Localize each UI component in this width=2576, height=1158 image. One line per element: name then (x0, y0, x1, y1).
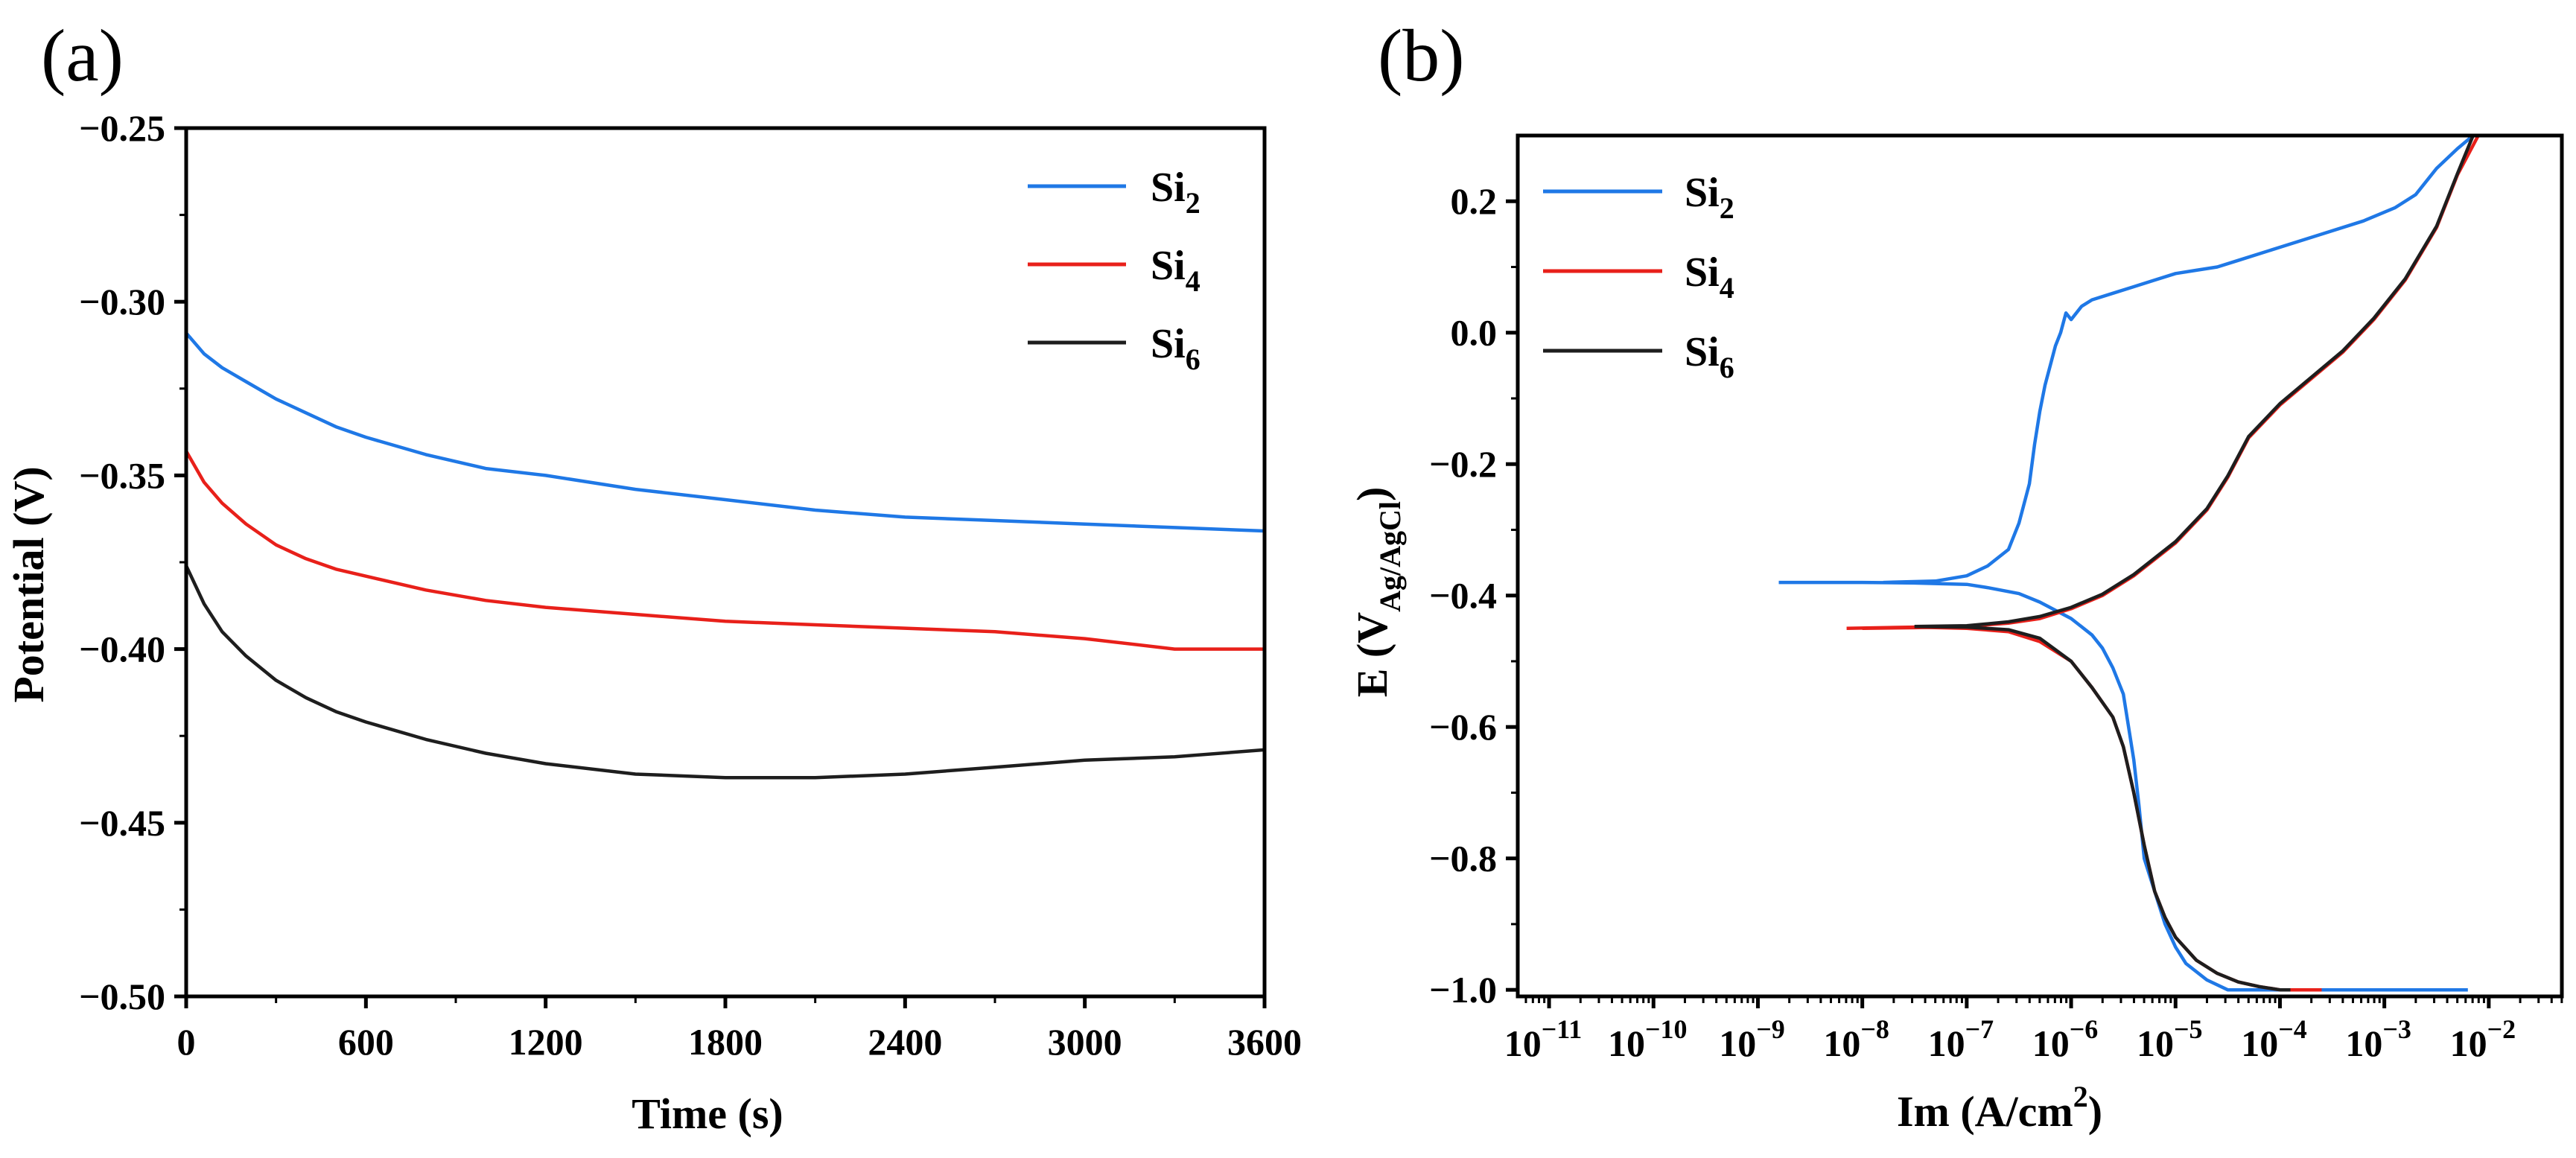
panel-a-x-axis-title: Time (s) (632, 1089, 783, 1138)
panel-b-y-ticks: 0.2 0.0 −0.2 −0.4 −0.6 −0.8 −1.0 (1429, 180, 1518, 1011)
legend-label-si4: Si4 (1151, 243, 1200, 298)
panel-b-y-axis-title: E (VAg/AgCl) (1348, 487, 1407, 698)
y-tick-label: −0.2 (1429, 443, 1497, 485)
legend-label-si4: Si4 (1685, 249, 1734, 305)
y-tick-label: −0.40 (79, 629, 165, 670)
panel-a-plot-area (184, 126, 1267, 999)
y-tick-label: −0.4 (1429, 575, 1497, 617)
x-tick-label: 10−3 (2345, 1014, 2411, 1064)
x-tick-label: 10−2 (2450, 1014, 2516, 1064)
panel-b-legend: Si2 Si4 Si6 (1543, 170, 1734, 384)
series-line-si6-anodic (1914, 135, 2475, 629)
x-tick-label: 10−9 (1719, 1014, 1785, 1064)
series-line-si2 (185, 331, 1265, 533)
panel-b-y-axis-title-main: E (V (1348, 612, 1396, 698)
panel-a-legend: Si2 Si4 Si6 (1028, 165, 1200, 376)
x-tick-label: 10−11 (1504, 1014, 1583, 1064)
y-tick-label: −0.8 (1429, 838, 1497, 879)
x-tick-label: 600 (338, 1021, 394, 1063)
panel-b-frame (1516, 133, 2564, 999)
x-tick-label: 1200 (509, 1021, 583, 1063)
series-line-si2-anodic (1883, 134, 2475, 585)
series-line-si4 (1846, 625, 2322, 992)
y-tick-label: 0.2 (1451, 180, 1498, 222)
panel-b-x-axis-title-main: Im (A/cm (1897, 1087, 2073, 1136)
x-tick-label: 10−10 (1608, 1014, 1688, 1064)
x-tick-label: 10−6 (2032, 1014, 2099, 1064)
y-tick-label: 0.0 (1451, 312, 1498, 354)
y-tick-label: −0.45 (79, 802, 165, 844)
x-tick-label: 10−4 (2241, 1014, 2307, 1064)
x-tick-label: 10−8 (1823, 1014, 1889, 1064)
legend-label-si6: Si6 (1151, 321, 1200, 376)
panel-a-label: (a) (41, 14, 124, 97)
y-tick-label: −0.30 (79, 281, 165, 322)
panel-a: (a) 0 600 1200 1800 2400 3000 3600 −0.25−0.30−… (4, 14, 1302, 1138)
panel-a-y-ticks: −0.25 −0.30 −0.35 −0.40 −0.45 −0.50 (79, 107, 186, 1017)
series-line-si4 (185, 450, 1265, 651)
series-line-si2 (1778, 580, 2468, 992)
series-line-si4-anodic (1862, 134, 2480, 631)
panel-b: (b) 10−11 10−10 10−9 10−8 10−7 10−6 10−5 10−4 10… (1348, 14, 2564, 1136)
x-tick-label: 1800 (688, 1021, 763, 1063)
y-tick-label: −0.25 (79, 107, 165, 149)
y-tick-label: −0.50 (79, 976, 165, 1017)
panel-b-x-ticks: 10−11 10−10 10−9 10−8 10−7 10−6 10−5 10−4 10−3 10… (1504, 996, 2563, 1064)
y-tick-label: −1.0 (1429, 969, 1497, 1011)
panel-a-y-axis-title: Potential (V) (4, 466, 53, 702)
x-tick-label: 10−7 (1928, 1014, 1994, 1064)
y-tick-label: −0.6 (1429, 706, 1497, 748)
x-tick-label: 10−5 (2137, 1014, 2203, 1064)
panel-b-x-axis-title-sup: 2 (2073, 1080, 2088, 1113)
panel-b-y-axis-title-end: ) (1348, 487, 1396, 501)
x-tick-label: 3600 (1227, 1021, 1302, 1063)
legend-label-si6: Si6 (1685, 329, 1734, 384)
series-line-si6 (1914, 624, 2291, 992)
legend-label-si2: Si2 (1151, 165, 1200, 220)
x-tick-label: 0 (177, 1021, 196, 1063)
panel-b-plot-area (1516, 133, 2564, 999)
series-line-si6 (184, 564, 1265, 780)
panel-b-x-axis-title-end: ) (2088, 1087, 2102, 1136)
x-tick-label: 2400 (868, 1021, 942, 1063)
legend-label-si2: Si2 (1685, 170, 1734, 225)
y-tick-label: −0.35 (79, 454, 165, 496)
x-tick-label: 3000 (1048, 1021, 1122, 1063)
panel-a-x-ticks: 0 600 1200 1800 2400 3000 3600 (177, 996, 1302, 1063)
panel-b-y-axis-title-sub: Ag/AgCl (1373, 501, 1407, 612)
panel-a-frame (184, 126, 1267, 999)
panel-b-x-axis-title: Im (A/cm2) (1897, 1080, 2102, 1136)
panel-b-label: (b) (1378, 14, 1465, 97)
